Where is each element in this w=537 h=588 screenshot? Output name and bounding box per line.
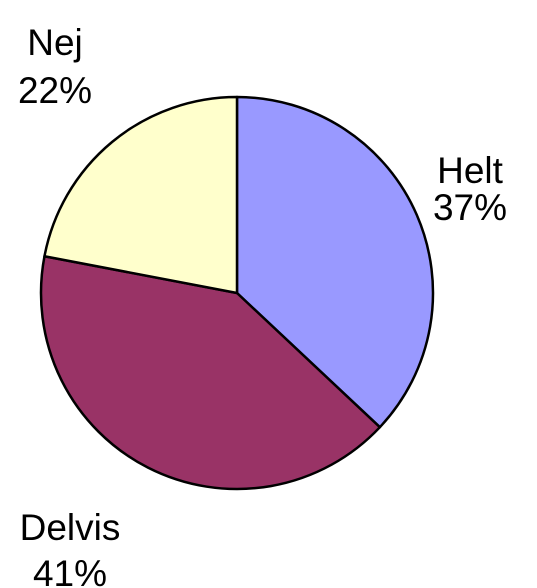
slice-label: Nej bbox=[27, 22, 83, 63]
pie-slice bbox=[235, 95, 435, 429]
pie-slice bbox=[43, 95, 239, 295]
slice-value-label: 41% bbox=[33, 553, 107, 588]
slice-label: Helt bbox=[437, 150, 504, 191]
slice-label: Delvis bbox=[20, 507, 121, 548]
pie-slice bbox=[39, 255, 382, 491]
slice-value-label: 37% bbox=[433, 187, 507, 228]
slice-value-label: 22% bbox=[18, 70, 92, 111]
